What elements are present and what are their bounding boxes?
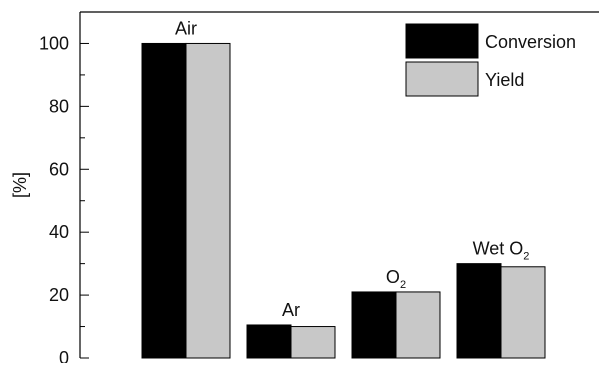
y-tick-label-100: 100 <box>39 33 69 53</box>
bar-conversion-1 <box>246 324 292 359</box>
category-label-text-0: Air <box>175 18 197 38</box>
bar-yield-2 <box>395 291 441 359</box>
category-label-2: O2 <box>386 267 406 291</box>
bars-group <box>141 42 546 359</box>
category-label-3: Wet O2 <box>473 239 530 263</box>
y-tick-label-40: 40 <box>49 222 69 242</box>
bar-yield-3 <box>500 266 546 359</box>
legend-swatch-yield <box>405 61 479 97</box>
y-tick-label-60: 60 <box>49 159 69 179</box>
axes-group: 0 20 40 60 80 100 [%] <box>10 11 599 368</box>
category-label-text-1: Ar <box>282 300 300 320</box>
y-tick-label-0: 0 <box>59 348 69 363</box>
y-axis-title: [%] <box>10 172 30 198</box>
category-label-sub-2: 2 <box>400 279 406 291</box>
category-label-text-2: O <box>386 267 400 287</box>
bar-yield-1 <box>290 326 336 359</box>
bar-conversion-2 <box>351 291 397 359</box>
bar-conversion-0 <box>141 42 187 359</box>
category-label-text-3: Wet O <box>473 239 524 259</box>
y-tick-label-80: 80 <box>49 96 69 116</box>
category-label-0: Air <box>175 18 197 38</box>
legend: Conversion Yield <box>405 23 576 97</box>
y-tick-label-20: 20 <box>49 285 69 305</box>
bar-yield-0 <box>185 42 231 359</box>
legend-swatch-conversion <box>405 23 479 59</box>
bar-conversion-3 <box>456 263 502 359</box>
category-label-1: Ar <box>282 300 300 320</box>
category-label-sub-3: 2 <box>523 251 529 263</box>
legend-label-yield: Yield <box>485 70 524 90</box>
legend-label-conversion: Conversion <box>485 32 576 52</box>
